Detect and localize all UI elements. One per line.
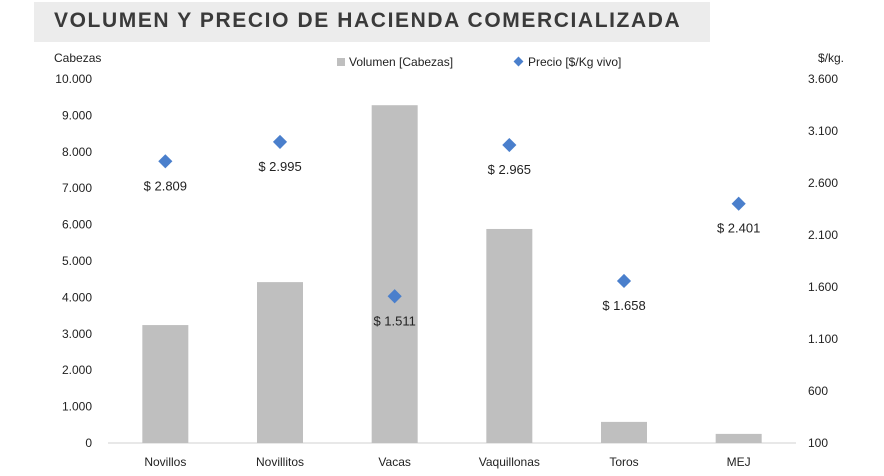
volume-bar [371,105,418,443]
volume-bar [486,228,533,443]
y-axis-left-label: Cabezas [54,51,101,65]
price-label: $ 2.401 [717,221,760,236]
price-point [387,289,402,304]
y-axis-right-ticks: 100 600 1.100 1.600 2.100 2.600 3.100 3.600 [808,72,838,450]
price-point [502,137,517,153]
price-labels: $ 2.809 $ 2.995 $ 1.511 $ 2.965 $ 1.658 $ 2.4… [144,159,761,328]
price-label: $ 2.965 [488,162,531,177]
legend-volumen-label: Volumen [Cabezas] [349,55,453,69]
y-left-tick-label: 8.000 [62,145,92,159]
chart-title: VOLUMEN Y PRECIO DE HACIENDA COMERCIALIZ… [54,9,682,32]
y-left-tick-label: 3.000 [62,327,92,341]
title-band: VOLUMEN Y PRECIO DE HACIENDA COMERCIALIZ… [34,2,710,42]
category-label: Vacas [378,455,410,469]
volume-bar [715,433,762,443]
category-label: Novillitos [256,455,304,469]
y-right-tick-label: 100 [808,436,828,450]
legend-precio-swatch [513,56,524,67]
y-left-tick-label: 0 [85,436,92,450]
price-point [272,134,288,149]
price-point [616,273,632,289]
price-point [731,196,746,211]
y-left-tick-label: 2.000 [62,363,92,377]
y-right-tick-label: 1.100 [808,332,838,346]
price-label: $ 2.809 [144,178,187,193]
y-left-tick-label: 4.000 [62,290,92,304]
y-left-tick-label: 10.000 [55,72,92,86]
volume-bar [257,282,303,443]
y-axis-left-ticks: 0 1.000 2.000 3.000 4.000 5.000 6.000 7.000 8.00… [55,72,92,450]
y-right-tick-label: 1.600 [808,280,838,294]
price-label: $ 1.511 [373,313,415,328]
y-left-tick-label: 1.000 [62,400,92,414]
y-right-tick-label: 3.600 [808,72,838,86]
legend-volumen-swatch [337,58,345,66]
y-left-tick-label: 5.000 [62,254,92,268]
category-label: Toros [609,455,638,469]
legend-volumen: Volumen [Cabezas] [337,55,453,69]
category-label: Novillos [144,455,186,469]
category-label: Vaquillonas [479,455,540,469]
y-axis-right-label: $/kg. [818,51,844,65]
volume-bar [142,325,189,443]
y-right-tick-label: 3.100 [808,124,838,138]
y-left-tick-label: 7.000 [62,181,92,195]
y-left-tick-label: 6.000 [62,218,92,232]
price-label: $ 1.658 [602,298,645,313]
volume-bars [142,105,762,443]
category-label: MEJ [727,455,751,469]
legend-precio-label: Precio [$/Kg vivo] [528,55,621,69]
price-points [158,134,746,304]
y-right-tick-label: 2.100 [808,228,838,242]
price-point [158,154,173,169]
price-label: $ 2.995 [258,159,301,174]
y-right-tick-label: 2.600 [808,176,838,190]
y-right-tick-label: 600 [808,384,828,398]
legend-precio: Precio [$/Kg vivo] [513,55,621,69]
category-labels: Novillos Novillitos Vacas Vaquillonas Toros M… [144,455,750,469]
volume-bar [601,421,647,443]
y-left-tick-label: 9.000 [62,108,92,122]
